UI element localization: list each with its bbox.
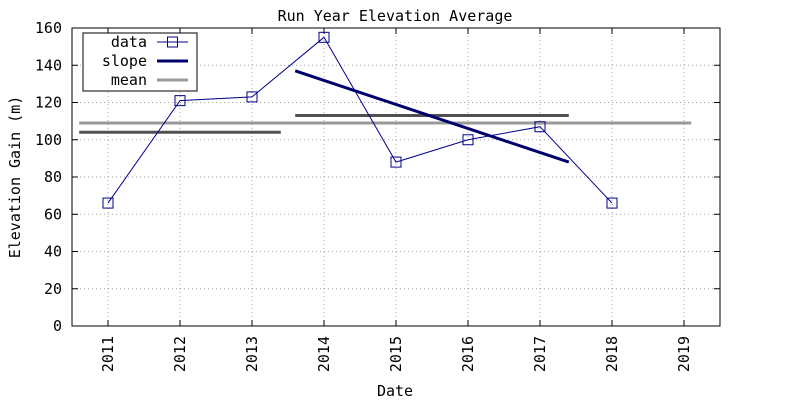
y-tick-label: 100 xyxy=(35,131,62,149)
y-tick-label: 40 xyxy=(44,243,62,261)
x-tick-label: 2012 xyxy=(171,336,189,372)
legend-label-data: data xyxy=(111,33,147,51)
y-tick-label: 80 xyxy=(44,168,62,186)
chart-title: Run Year Elevation Average xyxy=(278,7,513,25)
data-point xyxy=(462,134,474,146)
y-tick-label: 0 xyxy=(53,317,62,335)
legend-label-slope: slope xyxy=(102,52,147,70)
legend-marker-data xyxy=(167,36,178,48)
x-tick-label: 2015 xyxy=(387,336,405,372)
y-tick-label: 60 xyxy=(44,205,62,223)
x-tick-label: 2016 xyxy=(459,336,477,372)
x-tick-label: 2019 xyxy=(675,336,693,372)
grid xyxy=(72,28,720,326)
x-tick-label: 2011 xyxy=(99,336,117,372)
data-point xyxy=(606,197,618,209)
data-point xyxy=(174,95,186,107)
data-point xyxy=(102,197,114,209)
data-point xyxy=(534,121,546,133)
y-axis-label: Elevation Gain (m) xyxy=(6,96,24,259)
legend: data slope mean xyxy=(82,32,198,92)
y-tick-label: 160 xyxy=(35,19,62,37)
x-tick-label: 2013 xyxy=(243,336,261,372)
y-tick-label: 20 xyxy=(44,280,62,298)
mean-lines xyxy=(79,114,692,134)
plot-frame xyxy=(71,27,721,327)
x-axis-label: Date xyxy=(377,382,413,400)
y-tick-label: 120 xyxy=(35,94,62,112)
data-point xyxy=(318,31,330,43)
x-tick-label: 2017 xyxy=(531,336,549,372)
slope-line-mark xyxy=(294,69,570,164)
data-series xyxy=(102,31,618,209)
x-tick-label: 2018 xyxy=(603,336,621,372)
data-series-line xyxy=(107,36,613,204)
data-point xyxy=(246,91,258,103)
data-point xyxy=(390,156,402,168)
tick-labels: 0 20 40 60 80 100 120 140 160 2011 2012 2013 2014 201… xyxy=(35,19,720,372)
y-tick-label: 140 xyxy=(35,56,62,74)
x-tick-label: 2014 xyxy=(315,336,333,372)
slope-line xyxy=(294,69,570,164)
legend-label-mean: mean xyxy=(111,71,147,89)
